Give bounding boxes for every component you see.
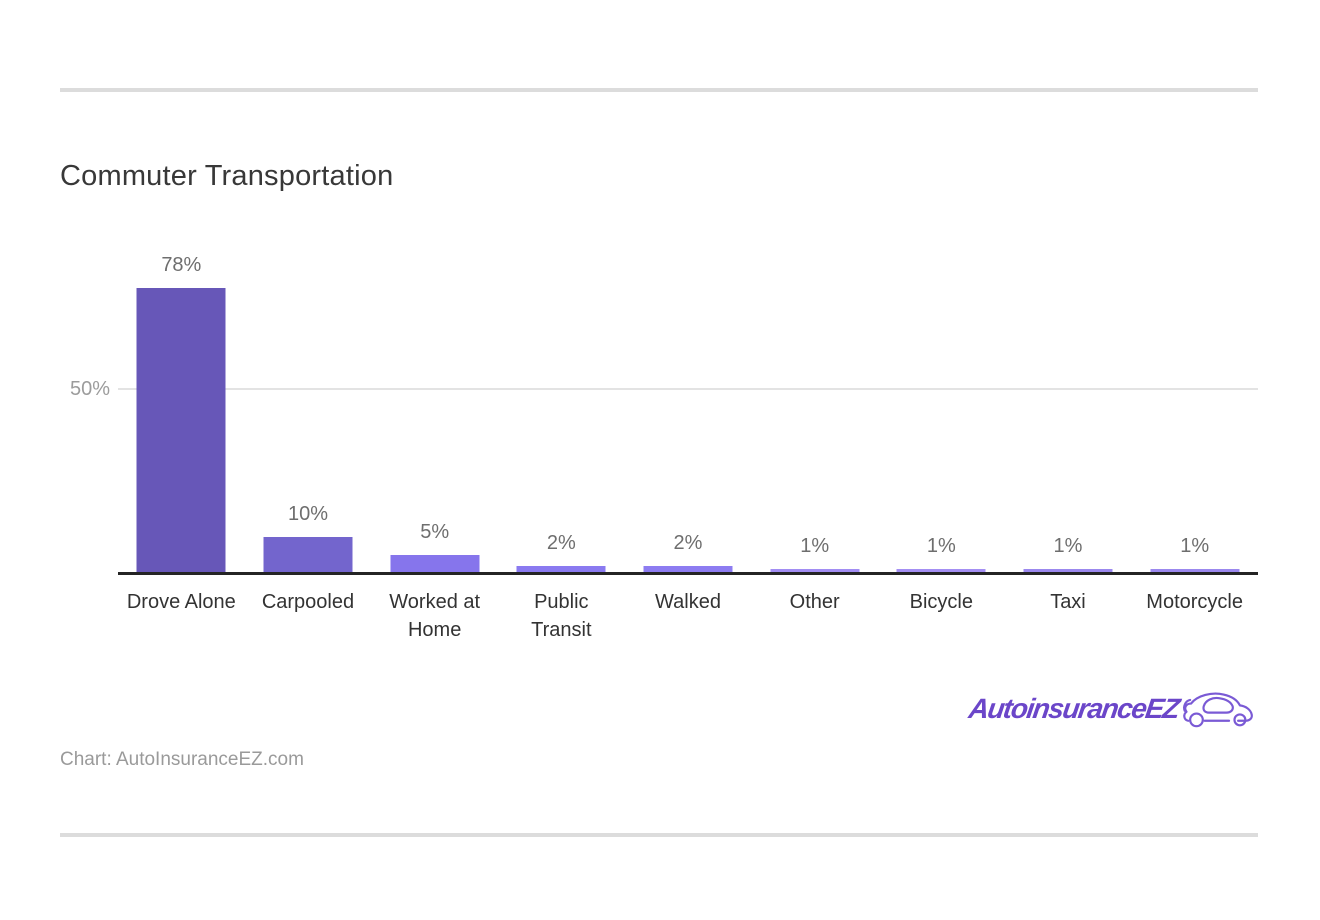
category-label-motorcycle: Motorcycle bbox=[1146, 591, 1243, 613]
bar-group-taxi: 1% Taxi bbox=[1005, 240, 1132, 613]
bar-value-label: 5% bbox=[420, 520, 450, 543]
category-label-drove-alone: Drove Alone bbox=[126, 591, 236, 613]
bar-group-drove-alone: 78% Drove Alone bbox=[118, 240, 245, 613]
bar-value-label: 1% bbox=[1053, 535, 1083, 558]
bar-motorcycle bbox=[1150, 569, 1240, 573]
category-label-bicycle: Bicycle bbox=[909, 591, 973, 613]
x-axis-line bbox=[118, 572, 1258, 575]
bar-value-label: 1% bbox=[926, 535, 956, 558]
bar-walked bbox=[643, 565, 733, 573]
bar-group-bicycle: 1% Bicycle bbox=[878, 240, 1005, 613]
category-label-public-transit: Public Transit bbox=[531, 591, 592, 641]
category-label-other: Other bbox=[789, 591, 840, 613]
bar-group-other: 1% Other bbox=[751, 240, 878, 613]
bar-group-walked: 2% Walked bbox=[625, 240, 752, 613]
bar-value-label: 78% bbox=[161, 254, 202, 276]
brand-logo-text: AutoinsuranceEZ bbox=[966, 693, 1181, 724]
bar-value-label: 2% bbox=[546, 531, 576, 554]
bar-group-motorcycle: 1% Motorcycle bbox=[1131, 240, 1258, 613]
category-label-taxi: Taxi bbox=[1050, 591, 1086, 613]
bar-value-label: 2% bbox=[673, 531, 703, 554]
bar-group-carpooled: 10% Carpooled bbox=[245, 240, 372, 614]
bar-group-public-transit: 2% Public Transit bbox=[498, 240, 625, 641]
bar-value-label: 10% bbox=[287, 502, 328, 525]
car-outline-icon bbox=[1183, 692, 1253, 728]
bar-taxi bbox=[1023, 569, 1113, 573]
bar-value-label: 1% bbox=[1180, 535, 1210, 558]
bar-other bbox=[770, 569, 860, 573]
bar-carpooled bbox=[263, 536, 353, 573]
bar-bicycle bbox=[896, 569, 986, 573]
bar-drove-alone bbox=[136, 288, 226, 573]
bar-value-label: 1% bbox=[800, 535, 830, 558]
bar-public-transit bbox=[516, 565, 606, 573]
category-label-worked-at-home: Worked at Home bbox=[389, 591, 481, 641]
y-tick-label: 50% bbox=[69, 378, 110, 400]
bar-group-worked-at-home: 5% Worked at Home bbox=[371, 240, 498, 641]
chart-title: Commuter Transportation bbox=[60, 160, 394, 192]
bar-worked-at-home bbox=[390, 554, 480, 573]
category-label-carpooled: Carpooled bbox=[261, 591, 355, 613]
brand-logo: AutoinsuranceEZ bbox=[966, 686, 1258, 732]
bottom-divider bbox=[60, 833, 1258, 837]
gridline-50% bbox=[118, 388, 1258, 390]
top-divider bbox=[60, 88, 1258, 92]
attribution-text: Chart: AutoInsuranceEZ.com bbox=[60, 749, 304, 770]
plot-area: 50% 78% Drove Alone 10% Carpooled 5% Worked at… bbox=[70, 240, 1258, 641]
category-label-walked: Walked bbox=[655, 591, 721, 613]
